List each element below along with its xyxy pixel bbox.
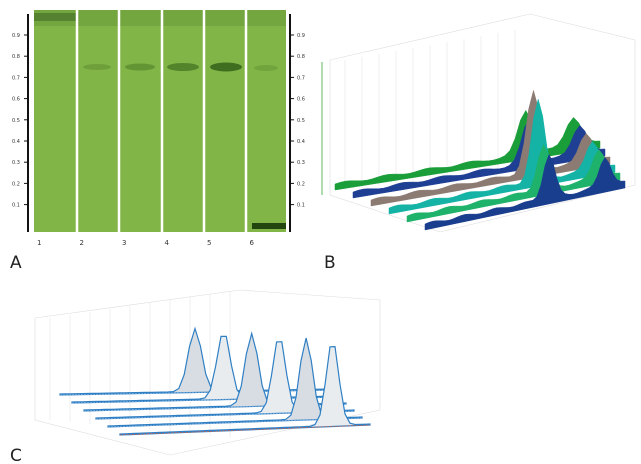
- lane-label: 5: [207, 239, 211, 247]
- rf-tick-label: 0.6: [12, 97, 20, 103]
- rf-tick-label: 0.4: [297, 139, 305, 145]
- panel-label: C: [10, 446, 22, 464]
- panel-label: A: [10, 253, 22, 273]
- figure: 0.9 0.9 0.8 0.8 0.7 0.7 0.6 0.6 0.5 0.5 0.4 0.4 0.3 0…: [0, 0, 641, 464]
- lane-label: 6: [250, 239, 255, 247]
- rf-tick-label: 0.9: [297, 33, 305, 39]
- lane-label: 4: [165, 239, 170, 247]
- lane-label: 1: [37, 239, 41, 247]
- densitogram-3d-colored: [322, 14, 635, 232]
- spot: [254, 65, 278, 71]
- rf-tick-label: 0.5: [12, 118, 20, 124]
- rf-tick-label: 0.3: [12, 160, 20, 166]
- rf-tick-label: 0.7: [12, 75, 20, 81]
- plate-background: [34, 10, 286, 232]
- rf-tick-label: 0.6: [297, 97, 305, 103]
- rf-tick-label: 0.3: [297, 160, 305, 166]
- spot: [210, 63, 242, 72]
- tlc-plate: [28, 10, 290, 232]
- panel-label: B: [324, 253, 336, 273]
- rf-tick-label: 0.1: [12, 203, 20, 209]
- rf-tick-label: 0.9: [12, 33, 20, 39]
- densitogram-3d-blue: [35, 290, 380, 455]
- lane-label: 3: [122, 239, 126, 247]
- spot: [167, 63, 199, 71]
- rf-tick-label: 0.1: [297, 203, 305, 209]
- lane-label: 2: [80, 239, 84, 247]
- spot: [125, 64, 155, 71]
- rf-tick-label: 0.7: [297, 75, 305, 81]
- rf-tick-label: 0.8: [297, 54, 305, 60]
- rf-tick-label: 0.8: [12, 54, 20, 60]
- rf-tick-label: 0.4: [12, 139, 20, 145]
- band: [34, 13, 76, 21]
- band: [252, 223, 286, 229]
- rf-tick-label: 0.5: [297, 118, 305, 124]
- rf-tick-label: 0.2: [297, 181, 305, 187]
- spot: [83, 64, 111, 70]
- ridge: [60, 329, 330, 396]
- rf-tick-label: 0.2: [12, 181, 20, 187]
